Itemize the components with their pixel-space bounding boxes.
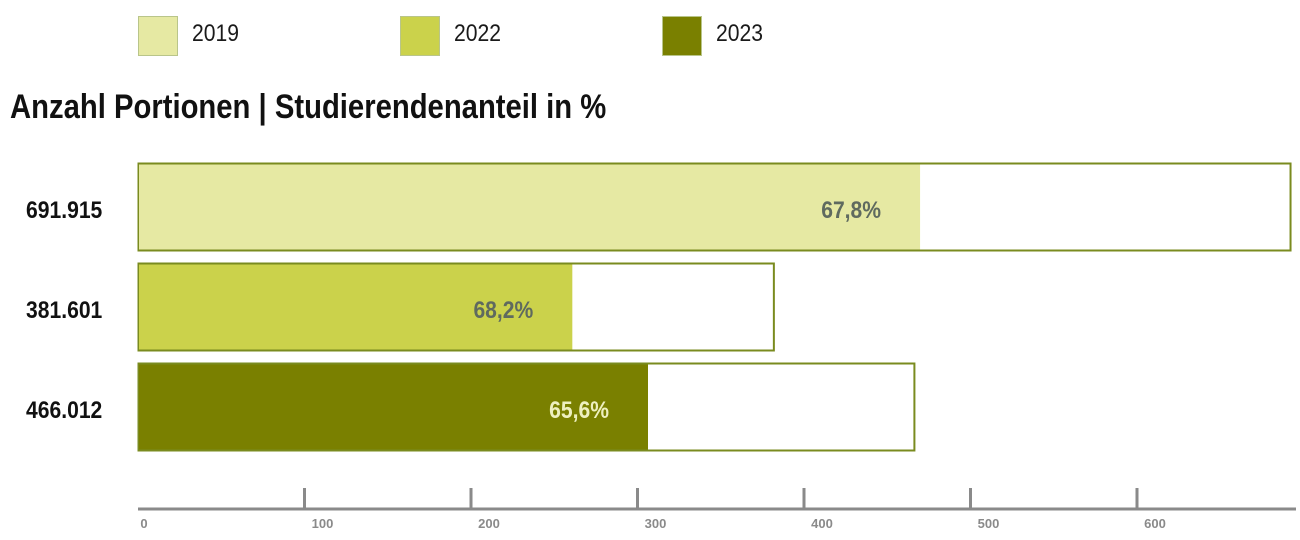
legend-label-2022: 2022 — [454, 20, 501, 47]
legend-swatch-2023 — [662, 16, 702, 56]
bar-share-2022 — [139, 264, 573, 350]
bar-share-label-2022: 68,2% — [473, 297, 533, 324]
bar-share-label-2019: 67,8% — [821, 197, 881, 224]
chart-title: Anzahl Portionen | Studierendenanteil in… — [10, 88, 607, 126]
legend-label-2019: 2019 — [192, 20, 239, 47]
x-tick-label-300: 300 — [645, 516, 667, 531]
x-tick-label-600: 600 — [1144, 516, 1166, 531]
bar-total-label-2023: 466.012 — [26, 397, 102, 424]
bar-share-2019 — [139, 164, 921, 250]
x-tick-label-0: 0 — [140, 516, 147, 531]
legend: 2019 2022 2023 — [0, 16, 1300, 60]
legend-swatch-2019 — [138, 16, 178, 56]
x-tick-label-400: 400 — [811, 516, 833, 531]
x-tick-label-100: 100 — [312, 516, 334, 531]
bar-total-label-2019: 691.915 — [26, 197, 102, 224]
bar-total-label-2022: 381.601 — [26, 297, 102, 324]
legend-swatch-2022 — [400, 16, 440, 56]
bar-share-label-2023: 65,6% — [549, 397, 609, 424]
legend-label-2023: 2023 — [716, 20, 763, 47]
bar-share-2023 — [139, 364, 648, 450]
x-tick-label-200: 200 — [478, 516, 500, 531]
x-tick-label-500: 500 — [978, 516, 1000, 531]
